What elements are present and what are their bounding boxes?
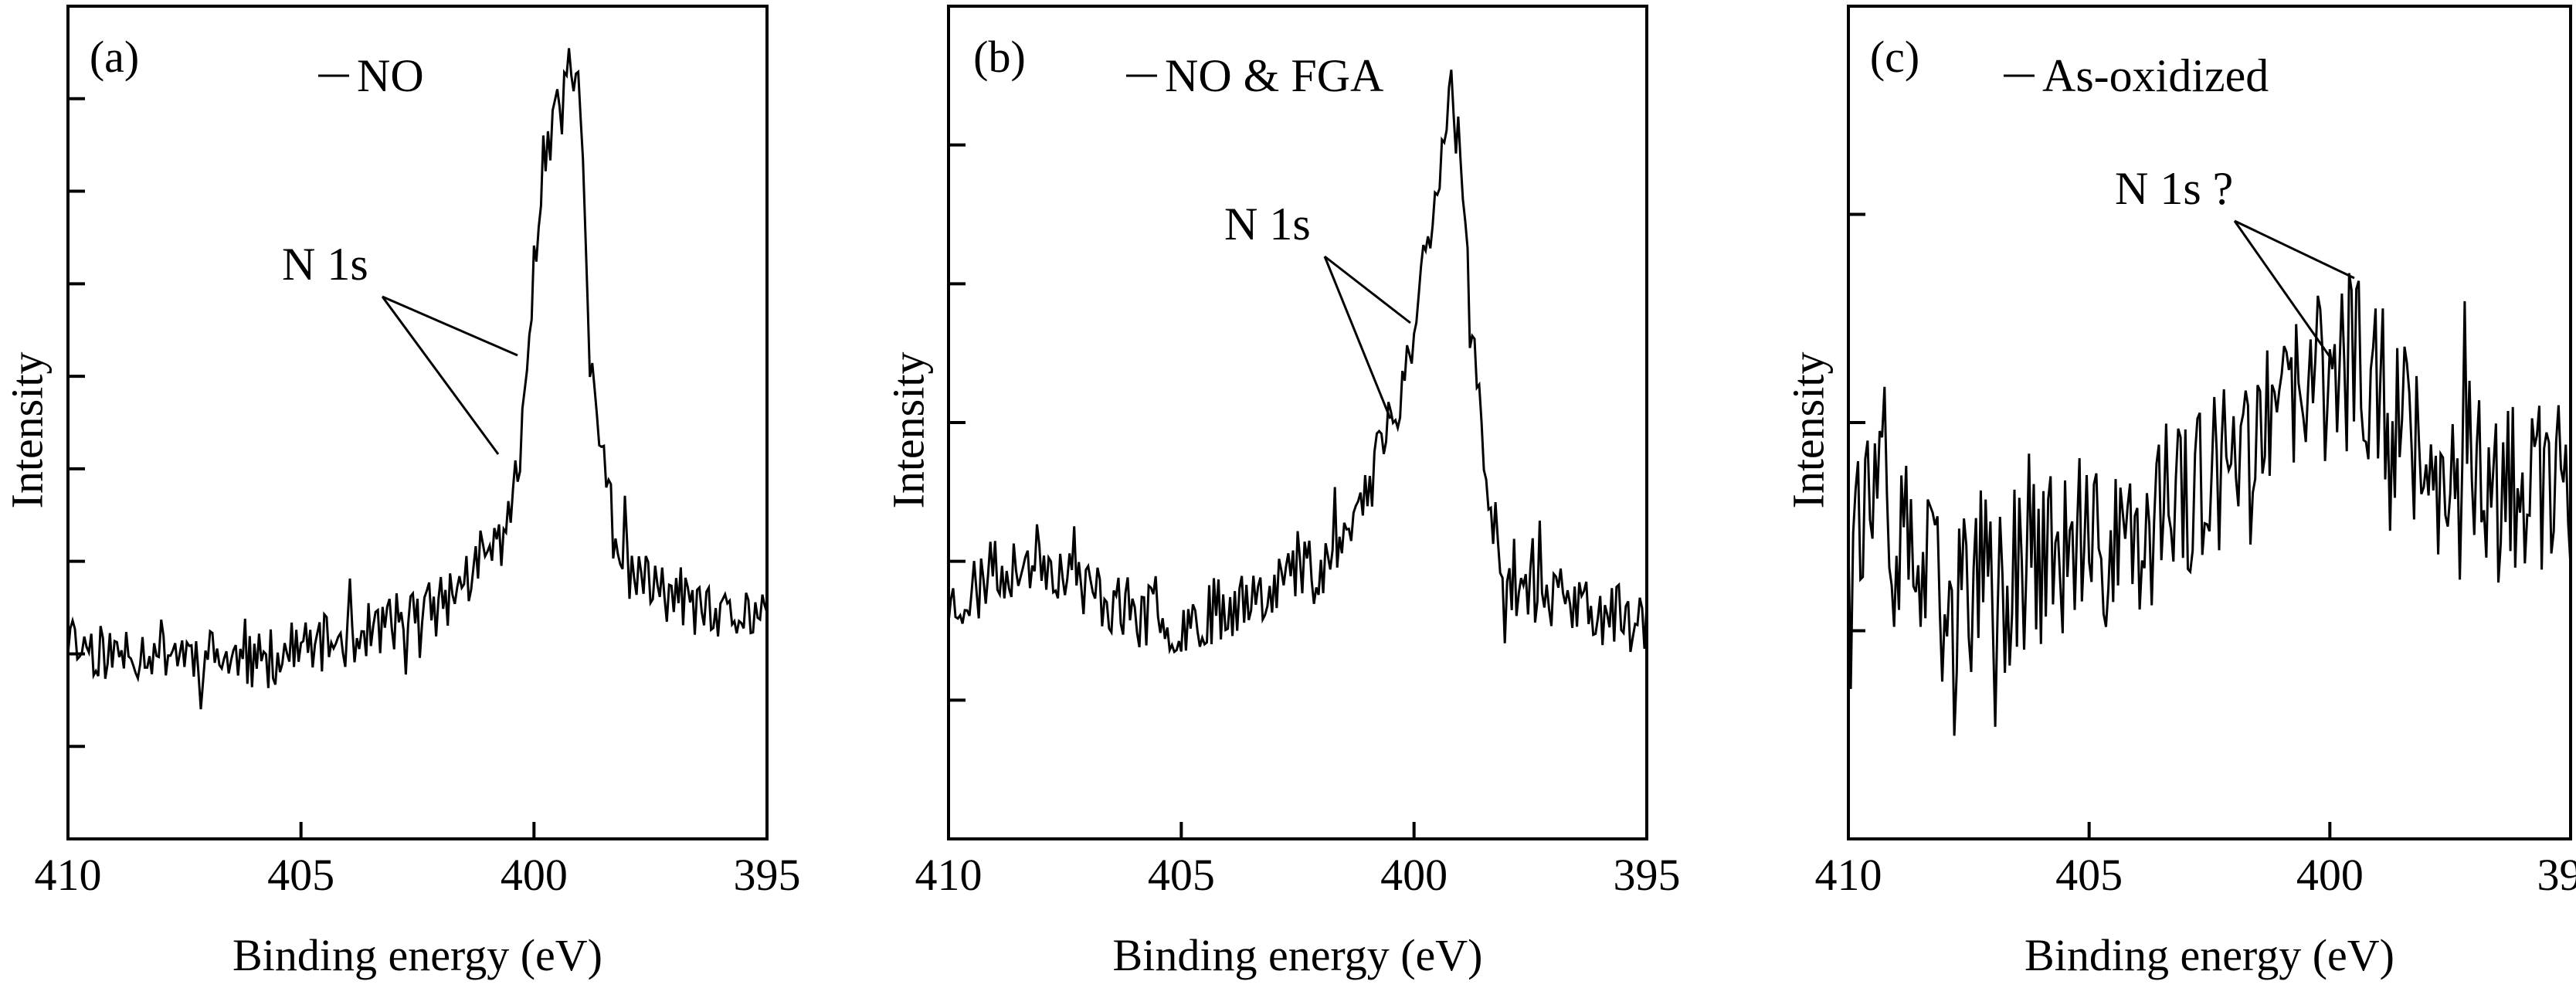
leader-line — [1324, 255, 1411, 324]
x-tick-label: 395 — [2537, 850, 2576, 900]
series-line — [66, 48, 769, 710]
x-axis-title: Binding energy (eV) — [2024, 930, 2394, 980]
x-tick-labels: 410 405 400 395 — [1815, 850, 2576, 900]
x-tick-labels: 410 405 400 395 — [915, 850, 1681, 900]
legend: NO — [318, 50, 424, 101]
x-tick-label: 410 — [1815, 850, 1882, 900]
x-tick-label: 410 — [35, 850, 102, 900]
x-axis-title: Binding energy (eV) — [232, 930, 602, 980]
x-tick-label: 405 — [1148, 850, 1215, 900]
y-axis-title: Intensity — [883, 352, 933, 509]
x-axis-title: Binding energy (eV) — [1113, 930, 1483, 980]
peak-annotation: N 1s ? — [2115, 163, 2233, 214]
legend: NO & FGA — [1126, 50, 1383, 101]
leader-line — [382, 295, 518, 357]
plot-border — [66, 5, 769, 840]
leader-line — [1323, 256, 1392, 419]
x-tick-label: 400 — [1380, 850, 1448, 900]
legend: As-oxidized — [2004, 50, 2269, 101]
annotation-leader-lines — [2233, 219, 2355, 364]
legend-entry: As-oxidized — [2042, 50, 2269, 101]
panel-label: (c) — [1870, 32, 1919, 82]
x-tick-label: 400 — [2296, 850, 2364, 900]
x-tick-labels: 410 405 400 395 — [35, 850, 801, 900]
x-tick-label: 405 — [267, 850, 334, 900]
series-line — [947, 70, 1648, 655]
legend-entry: NO & FGA — [1165, 50, 1383, 101]
leader-line — [381, 296, 500, 455]
panel-c: (c) As-oxidized N 1s ? 410 405 400 395 Bind… — [1783, 5, 2576, 980]
x-ticks — [947, 822, 1648, 839]
leader-line — [2234, 219, 2355, 280]
annotation-leader-lines — [381, 295, 518, 455]
x-tick-label: 400 — [501, 850, 568, 900]
x-tick-label: 410 — [915, 850, 983, 900]
y-ticks — [68, 97, 85, 749]
panel-label: (b) — [973, 32, 1026, 82]
plot-border — [947, 5, 1648, 840]
panel-b: (b) NO & FGA N 1s 410 405 400 395 Binding e… — [883, 5, 1681, 980]
y-axis-title: Intensity — [2, 352, 52, 509]
y-axis-title: Intensity — [1783, 352, 1833, 509]
annotation-leader-lines — [1323, 255, 1411, 419]
x-tick-label: 395 — [1614, 850, 1681, 900]
leader-line — [2233, 220, 2336, 364]
x-tick-label: 395 — [734, 850, 801, 900]
peak-annotation: N 1s — [1224, 199, 1311, 250]
panel-label: (a) — [90, 32, 139, 82]
series-line — [1847, 273, 2572, 736]
plot-frame — [66, 5, 769, 840]
panel-a: (a) NO N 1s 410 405 400 395 Binding energy … — [2, 5, 801, 980]
x-ticks — [66, 822, 769, 839]
peak-annotation: N 1s — [282, 239, 368, 290]
plot-frame — [947, 5, 1648, 840]
x-ticks — [1847, 822, 2572, 839]
legend-entry: NO — [357, 50, 424, 101]
y-ticks — [949, 143, 966, 702]
x-tick-label: 405 — [2055, 850, 2123, 900]
